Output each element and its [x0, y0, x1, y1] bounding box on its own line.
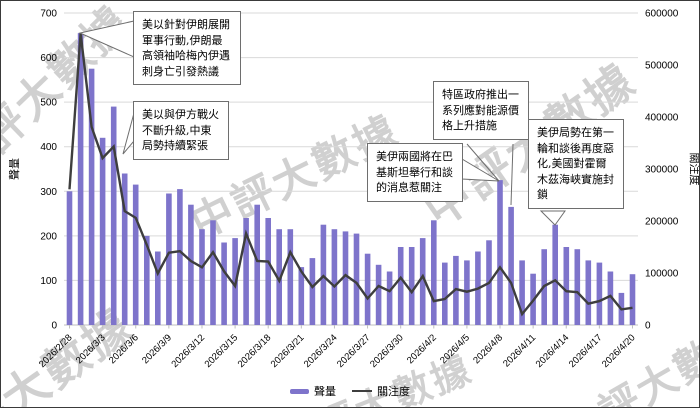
- svg-text:400000: 400000: [645, 113, 679, 124]
- svg-text:2026/3/12: 2026/3/12: [169, 332, 207, 370]
- svg-text:200000: 200000: [645, 217, 679, 228]
- svg-text:2026/4/5: 2026/4/5: [438, 332, 472, 366]
- svg-text:700: 700: [40, 9, 57, 20]
- right-axis-title: 關注度: [688, 153, 700, 186]
- svg-text:300000: 300000: [645, 165, 679, 176]
- svg-text:2026/3/30: 2026/3/30: [368, 332, 406, 370]
- svg-text:2026/4/2: 2026/4/2: [405, 332, 439, 366]
- svg-text:2026/2/28: 2026/2/28: [37, 332, 75, 370]
- svg-text:2026/3/21: 2026/3/21: [269, 332, 307, 370]
- svg-text:200: 200: [40, 231, 57, 242]
- svg-text:2026/4/8: 2026/4/8: [471, 332, 505, 366]
- svg-text:600000: 600000: [645, 9, 679, 20]
- svg-text:2026/4/17: 2026/4/17: [567, 332, 605, 370]
- legend-item-volume: 聲量: [290, 383, 336, 399]
- line-swatch-icon: [352, 390, 372, 392]
- svg-text:100: 100: [40, 276, 57, 287]
- svg-text:500: 500: [40, 98, 57, 109]
- svg-text:2026/3/9: 2026/3/9: [140, 332, 174, 366]
- annotation-callout: 美伊局勢在第一輪和談後再度惡化,美國對霍爾木茲海峽實施封鎖: [528, 119, 624, 210]
- svg-text:0: 0: [51, 321, 57, 332]
- svg-text:2026/4/14: 2026/4/14: [534, 332, 572, 370]
- svg-text:400: 400: [40, 142, 57, 153]
- svg-text:0: 0: [645, 321, 651, 332]
- annotation-callout: 特區政府推出一系列應對能源價格上升措施: [433, 81, 529, 140]
- annotation-callout: 美伊兩國將在巴基斯坦舉行和談的消息惹關注: [367, 143, 463, 202]
- annotation-callout: 美以與伊方戰火不斷升級,中東局勢持續緊張: [133, 101, 229, 160]
- svg-text:2026/3/18: 2026/3/18: [236, 332, 274, 370]
- svg-text:2026/3/24: 2026/3/24: [302, 332, 340, 370]
- bar-swatch-icon: [290, 388, 309, 394]
- legend-volume-label: 聲量: [314, 386, 336, 398]
- annotation-callout: 美以針對伊朗展開軍事行動,伊朗最高領袖哈梅內伊遇刺身亡引發熱議: [133, 11, 241, 86]
- svg-text:600: 600: [40, 53, 57, 64]
- chart-legend: 聲量 關注度: [1, 381, 699, 401]
- svg-text:2026/4/11: 2026/4/11: [501, 332, 538, 369]
- svg-text:500000: 500000: [645, 61, 679, 72]
- left-axis-title: 聲量: [7, 158, 21, 180]
- svg-text:100000: 100000: [645, 269, 679, 280]
- svg-text:2026/3/27: 2026/3/27: [335, 332, 373, 370]
- svg-text:2026/3/3: 2026/3/3: [74, 332, 108, 366]
- legend-attention-label: 關注度: [377, 386, 410, 398]
- svg-text:2026/3/15: 2026/3/15: [203, 332, 241, 370]
- svg-text:2026/4/20: 2026/4/20: [600, 332, 638, 370]
- legend-item-attention: 關注度: [352, 383, 410, 399]
- svg-text:2026/3/6: 2026/3/6: [107, 332, 141, 366]
- svg-text:300: 300: [40, 187, 57, 198]
